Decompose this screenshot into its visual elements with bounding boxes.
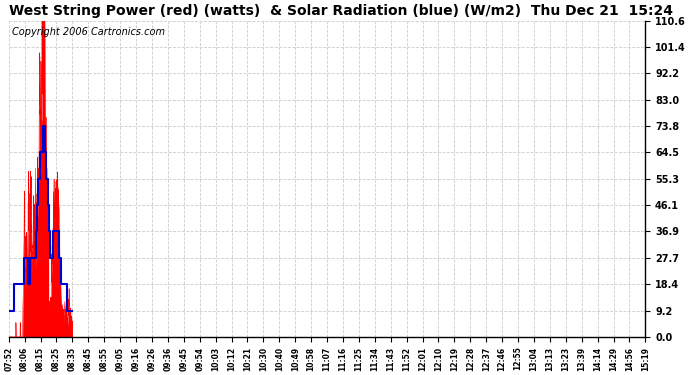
Text: West String Power (red) (watts)  & Solar Radiation (blue) (W/m2)  Thu Dec 21  15: West String Power (red) (watts) & Solar … [9,4,673,18]
Text: Copyright 2006 Cartronics.com: Copyright 2006 Cartronics.com [12,27,165,37]
